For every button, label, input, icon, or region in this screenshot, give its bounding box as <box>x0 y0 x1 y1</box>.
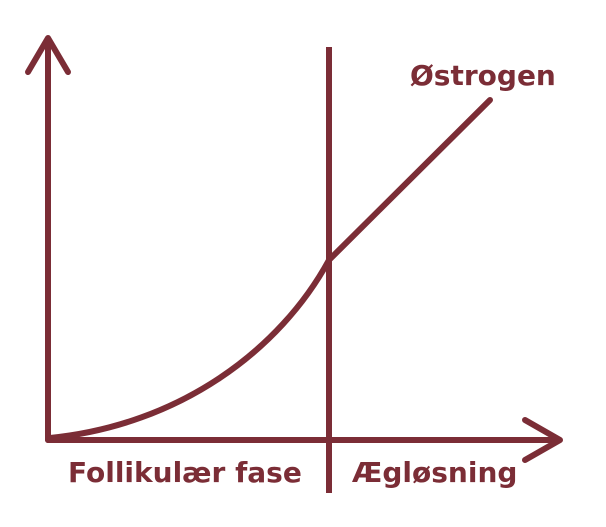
ovulation-phase-label: Ægløsning <box>352 456 517 489</box>
estrogen-curve <box>47 97 493 441</box>
y-axis-arrowhead <box>25 35 71 75</box>
estrogen-curve-label: Østrogen <box>410 59 556 92</box>
follicular-phase-label: Follikulær fase <box>68 456 302 489</box>
x-axis-arrowhead <box>522 417 563 463</box>
